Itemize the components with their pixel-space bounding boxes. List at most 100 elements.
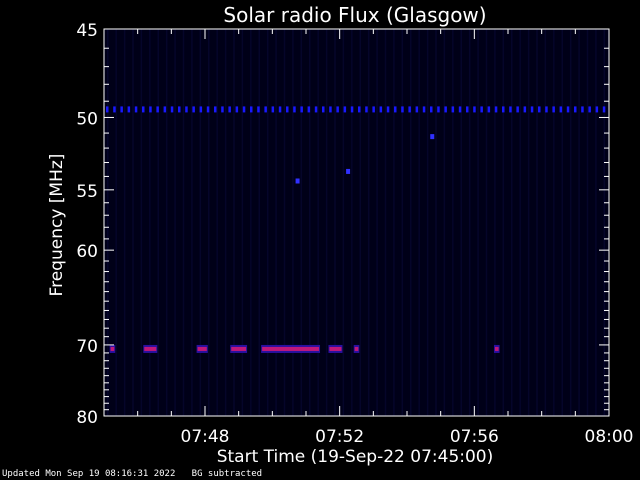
band-dash bbox=[314, 106, 318, 113]
burst-spot bbox=[295, 178, 300, 184]
noise-stripe bbox=[233, 29, 235, 416]
noise-stripe bbox=[165, 29, 168, 416]
band-dash bbox=[494, 106, 498, 113]
noise-stripe bbox=[275, 29, 277, 416]
band-dash bbox=[142, 106, 145, 113]
band-dash bbox=[588, 106, 591, 113]
chart-title: Solar radio Flux (Glasgow) bbox=[223, 3, 486, 27]
noise-stripe bbox=[250, 29, 252, 416]
band-dash bbox=[566, 106, 570, 113]
band-dash bbox=[487, 106, 491, 113]
band-dash bbox=[415, 106, 419, 113]
noise-stripe bbox=[527, 29, 530, 416]
noise-stripe bbox=[418, 29, 420, 416]
plot-area bbox=[104, 29, 609, 416]
band-dash bbox=[350, 106, 354, 113]
band-dash bbox=[466, 106, 469, 113]
noise-stripe bbox=[367, 29, 370, 416]
noise-stripe bbox=[191, 29, 193, 416]
noise-stripe bbox=[393, 29, 395, 416]
noise-stripe bbox=[452, 29, 454, 416]
band-dash bbox=[516, 106, 519, 113]
noise-stripe bbox=[123, 29, 126, 416]
noise-stripe bbox=[536, 29, 538, 416]
band-dash bbox=[235, 106, 239, 113]
noise-stripe bbox=[208, 29, 210, 416]
noise-stripe bbox=[283, 29, 286, 416]
band-dash bbox=[293, 106, 296, 113]
noise-stripe bbox=[468, 29, 471, 416]
band-dash bbox=[199, 106, 203, 113]
band-dash bbox=[595, 106, 599, 113]
burst-segment bbox=[494, 346, 499, 351]
x-axis-label: Start Time (19-Sep-22 07:45:00) bbox=[217, 447, 494, 467]
band-dash bbox=[422, 106, 426, 113]
noise-stripe bbox=[115, 29, 117, 416]
band-dash bbox=[257, 106, 260, 113]
band-dash bbox=[307, 106, 311, 113]
update-timestamp: Updated Mon Sep 19 08:16:31 2022 BG subt… bbox=[2, 469, 263, 479]
noise-stripe bbox=[485, 29, 488, 416]
band-dash bbox=[250, 106, 253, 113]
band-dash bbox=[106, 106, 109, 113]
band-dash bbox=[178, 106, 181, 113]
burst-segment bbox=[197, 346, 207, 351]
band-dash bbox=[581, 106, 584, 113]
band-dash bbox=[358, 106, 361, 113]
band-dash bbox=[336, 106, 339, 113]
noise-stripe bbox=[292, 29, 294, 416]
noise-stripe bbox=[224, 29, 227, 416]
band-dash bbox=[394, 106, 397, 113]
noise-stripe bbox=[317, 29, 319, 416]
band-dash bbox=[473, 106, 476, 113]
band-dash bbox=[451, 106, 455, 113]
band-dash bbox=[329, 106, 332, 113]
y-tick-label: 80 bbox=[76, 408, 98, 428]
band-dash bbox=[545, 106, 548, 113]
noise-stripe bbox=[325, 29, 328, 416]
band-dash bbox=[264, 106, 267, 113]
burst-segment bbox=[262, 346, 320, 351]
y-axis-ticks: 45 50 55 60 70 80 bbox=[76, 21, 609, 428]
band-dash bbox=[156, 106, 159, 113]
noise-stripe bbox=[443, 29, 446, 416]
noise-stripe bbox=[477, 29, 479, 416]
band-dash bbox=[401, 106, 404, 113]
burst-segment bbox=[354, 346, 359, 351]
band-dash bbox=[242, 106, 246, 113]
y-axis-label: Frequency [MHz] bbox=[47, 154, 67, 297]
band-dash bbox=[300, 106, 303, 113]
spectrogram-features bbox=[106, 106, 606, 353]
x-tick-label: 08:00 bbox=[585, 427, 634, 447]
band-dash bbox=[444, 106, 447, 113]
band-dash bbox=[322, 106, 325, 113]
band-dash bbox=[372, 106, 375, 113]
burst-segment bbox=[231, 346, 247, 351]
noise-stripe bbox=[553, 29, 555, 416]
noise-stripe bbox=[511, 29, 513, 416]
noise-stripe bbox=[334, 29, 336, 416]
x-tick-label: 07:52 bbox=[315, 427, 364, 447]
noise-stripe bbox=[300, 29, 303, 416]
noise-stripe bbox=[603, 29, 606, 416]
band-dash bbox=[278, 106, 282, 113]
band-dash bbox=[602, 106, 606, 113]
band-dash bbox=[206, 106, 210, 113]
band-dash bbox=[559, 106, 563, 113]
noise-stripe bbox=[132, 29, 134, 416]
band-dash bbox=[127, 106, 131, 113]
noise-stripe bbox=[258, 29, 260, 416]
noise-stripe bbox=[182, 29, 185, 416]
band-dash bbox=[509, 106, 512, 113]
noise-stripe bbox=[544, 29, 547, 416]
noise-stripe bbox=[595, 29, 597, 416]
band-dash bbox=[437, 106, 440, 113]
noise-stripe bbox=[140, 29, 143, 416]
noise-stripe bbox=[426, 29, 429, 416]
noise-stripe bbox=[586, 29, 589, 416]
band-dash bbox=[386, 106, 390, 113]
burst-segment bbox=[329, 346, 342, 351]
noise-stripe bbox=[241, 29, 244, 416]
x-axis-ticks: 07:48 07:52 07:56 08:00 bbox=[103, 29, 634, 447]
band-dash bbox=[221, 106, 224, 113]
